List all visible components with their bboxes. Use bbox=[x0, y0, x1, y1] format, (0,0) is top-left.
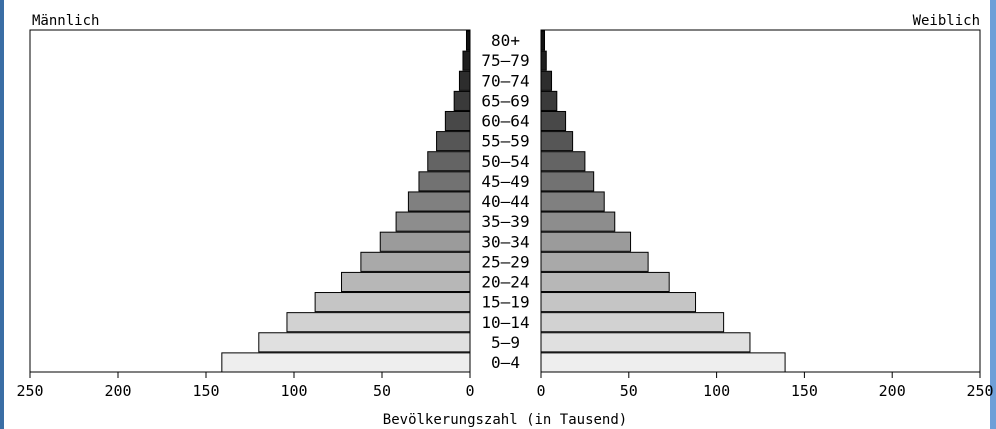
age-group-label: 45–49 bbox=[481, 172, 529, 191]
bar-female-20–24 bbox=[540, 271, 670, 293]
age-group-label: 60–64 bbox=[481, 112, 529, 131]
bar-female-25–29 bbox=[540, 251, 649, 272]
bar-female-75–79 bbox=[540, 50, 547, 71]
age-group-label: 0–4 bbox=[491, 353, 520, 372]
x-tick-label: 0 bbox=[536, 382, 545, 400]
bar-male-80+ bbox=[465, 30, 471, 51]
age-group-label: 35–39 bbox=[481, 212, 529, 231]
bar-male-45–49 bbox=[418, 171, 471, 192]
x-tick-label: 100 bbox=[280, 382, 307, 400]
bar-female-40–44 bbox=[540, 191, 605, 212]
age-group-label: 70–74 bbox=[481, 71, 529, 90]
x-tick-label: 50 bbox=[373, 382, 391, 400]
bar-female-55–59 bbox=[540, 131, 574, 152]
bar-female-5–9 bbox=[540, 332, 751, 353]
age-group-label: 80+ bbox=[491, 31, 520, 50]
age-group-label: 75–79 bbox=[481, 51, 529, 70]
female-label: Weiblich bbox=[913, 13, 980, 29]
age-group-label: 50–54 bbox=[481, 152, 529, 171]
age-group-label: 15–19 bbox=[481, 293, 529, 312]
bar-female-45–49 bbox=[540, 171, 595, 192]
bar-male-65–69 bbox=[453, 90, 471, 111]
bar-male-15–19 bbox=[314, 292, 471, 313]
bar-female-35–39 bbox=[540, 211, 616, 232]
bar-female-30–34 bbox=[540, 231, 632, 252]
x-tick-label: 200 bbox=[104, 382, 131, 400]
bar-female-70–74 bbox=[540, 70, 553, 91]
x-tick-label: 150 bbox=[791, 382, 818, 400]
bar-female-15–19 bbox=[540, 292, 697, 313]
bar-male-5–9 bbox=[258, 332, 471, 353]
age-group-label: 65–69 bbox=[481, 91, 529, 110]
bar-female-50–54 bbox=[540, 151, 586, 172]
bar-male-75–79 bbox=[462, 50, 471, 71]
window-right-edge bbox=[990, 0, 996, 429]
bar-female-60–64 bbox=[540, 110, 567, 132]
bar-female-65–69 bbox=[540, 90, 558, 111]
x-tick-label: 0 bbox=[465, 382, 474, 400]
bar-male-10–14 bbox=[286, 312, 471, 333]
x-tick-label: 200 bbox=[879, 382, 906, 400]
x-tick-label: 50 bbox=[620, 382, 638, 400]
bar-male-0–4 bbox=[221, 352, 471, 373]
age-group-label: 5–9 bbox=[491, 333, 520, 352]
x-tick-label: 150 bbox=[192, 382, 219, 400]
bar-female-80+ bbox=[540, 30, 546, 51]
bar-male-25–29 bbox=[360, 251, 471, 272]
bar-male-40–44 bbox=[407, 191, 471, 212]
male-label: Männlich bbox=[32, 13, 99, 29]
bar-female-10–14 bbox=[540, 312, 725, 333]
bar-female-0–4 bbox=[540, 352, 786, 373]
bars-group bbox=[221, 30, 786, 373]
bar-male-55–59 bbox=[436, 131, 471, 152]
bar-male-60–64 bbox=[444, 110, 471, 132]
x-tick-label: 250 bbox=[966, 382, 993, 400]
x-axis-title: Bevölkerungszahl (in Tausend) bbox=[383, 412, 627, 428]
age-group-label: 25–29 bbox=[481, 252, 529, 271]
bar-male-30–34 bbox=[379, 231, 471, 252]
x-ticks-group: 250 200 150 100 50 0 0 50 100 150 200 250 bbox=[16, 372, 994, 400]
bar-male-70–74 bbox=[458, 70, 471, 91]
age-group-label: 55–59 bbox=[481, 132, 529, 151]
bar-male-35–39 bbox=[395, 211, 471, 232]
age-group-label: 10–14 bbox=[481, 313, 529, 332]
bar-male-20–24 bbox=[341, 271, 471, 293]
age-group-label: 30–34 bbox=[481, 232, 529, 251]
bar-male-50–54 bbox=[427, 151, 471, 172]
x-tick-label: 250 bbox=[16, 382, 43, 400]
x-tick-label: 100 bbox=[703, 382, 730, 400]
age-group-label: 40–44 bbox=[481, 192, 529, 211]
age-group-label: 20–24 bbox=[481, 273, 529, 292]
window-left-edge bbox=[0, 0, 4, 429]
